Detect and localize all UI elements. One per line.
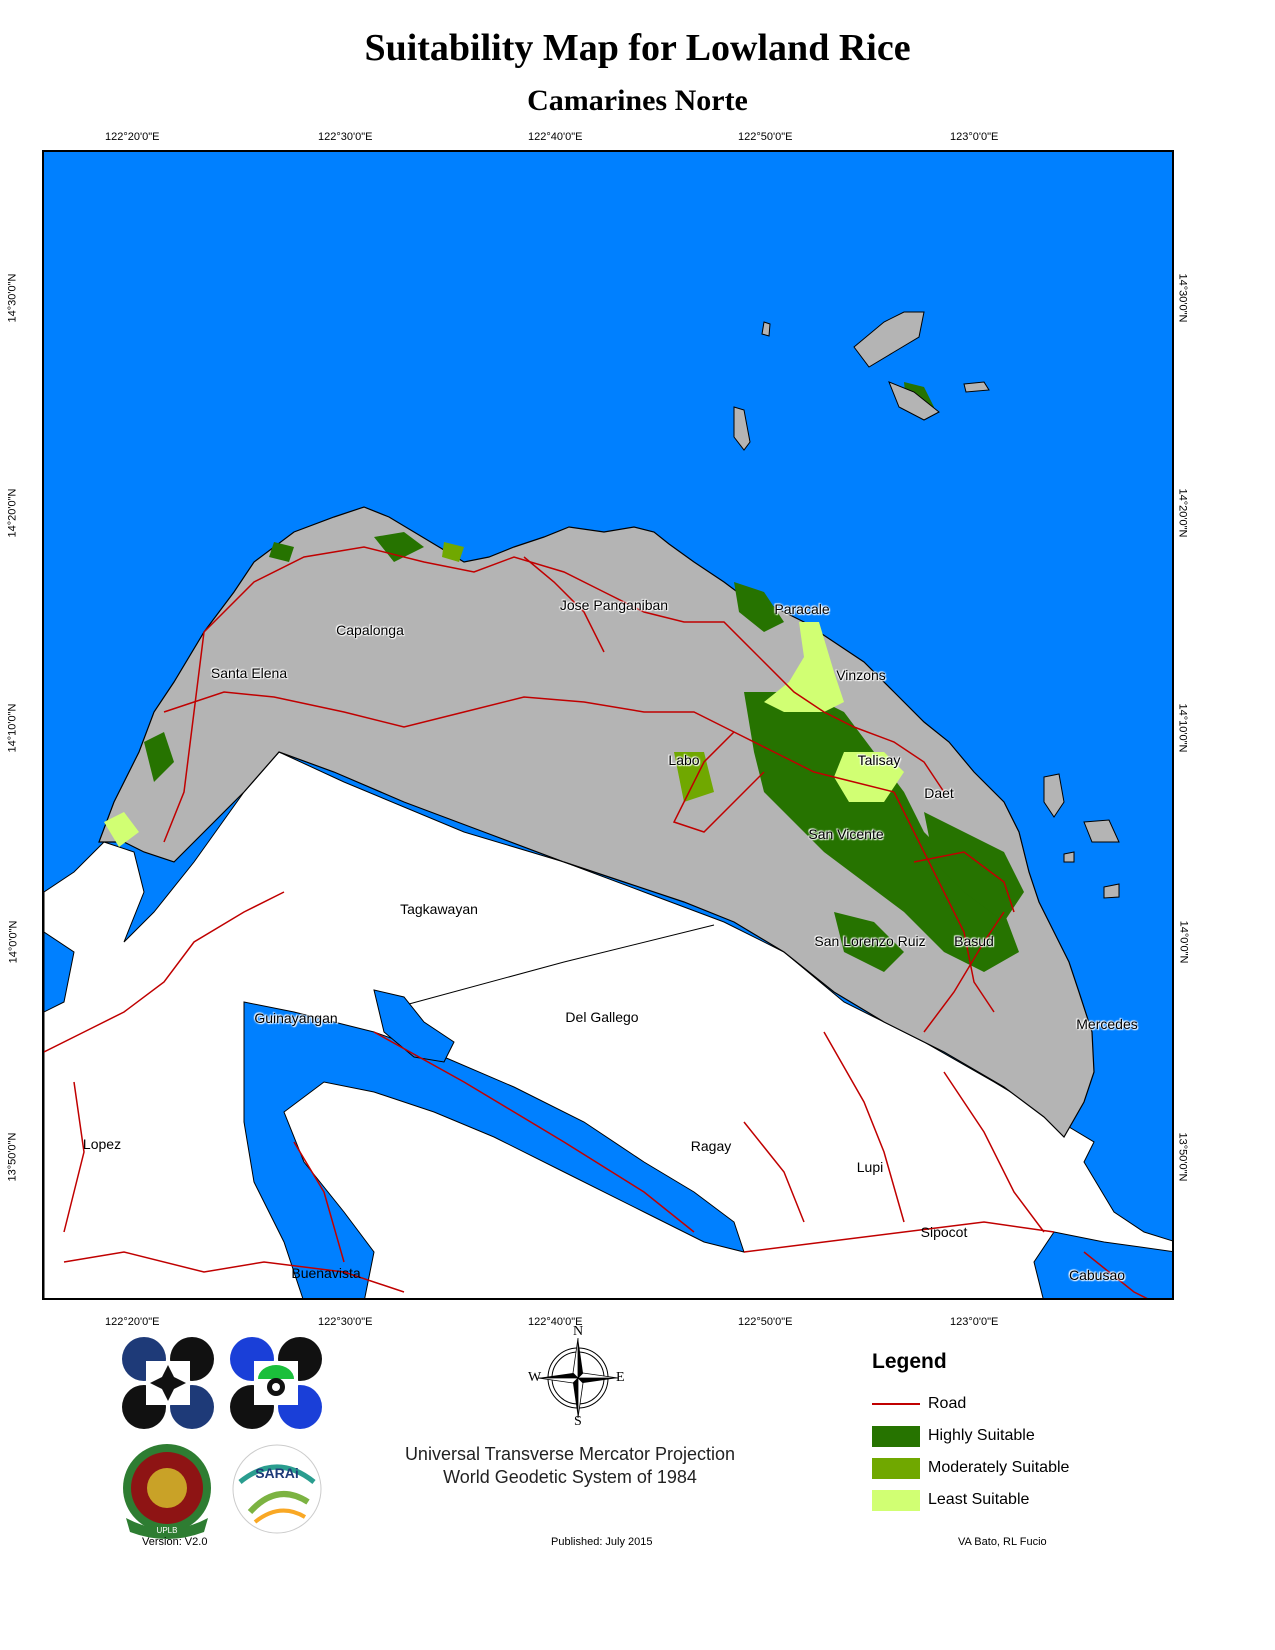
lat-label-left: 14°30'0"N [6, 273, 19, 323]
place-buenavista: Buenavista [291, 1265, 361, 1281]
lat-label-left: 14°0'0"N [7, 920, 20, 964]
sarai-logo: SARAi [232, 1444, 322, 1534]
lat-label-right: 14°10'0"N [1176, 703, 1189, 753]
compass-s: S [574, 1414, 582, 1429]
province-land [98, 506, 1095, 1138]
lon-label-bottom: 122°20'0"E [105, 1316, 160, 1328]
version-label: Version: V2.0 [142, 1536, 208, 1548]
neighbor-land [44, 751, 1172, 1298]
projection-line-2: World Geodetic System of 1984 [443, 1467, 697, 1487]
lon-label-top: 122°20'0"E [105, 131, 160, 143]
place-basud: Basud [954, 933, 994, 949]
legend-label: Least Suitable [928, 1491, 1030, 1508]
compass-n: N [573, 1324, 584, 1339]
bay [373, 989, 455, 1063]
projection-line-1: Universal Transverse Mercator Projection [404, 1444, 736, 1464]
place-jose-panganiban: Jose Panganiban [559, 597, 669, 613]
place-capalonga: Capalonga [336, 622, 404, 638]
place-lupi: Lupi [856, 1159, 884, 1175]
published-label: Published: July 2015 [551, 1536, 653, 1548]
place-san-lorenzo-ruiz: San Lorenzo Ruiz [814, 933, 926, 949]
legend-label: Moderately Suitable [928, 1459, 1070, 1476]
legend-item-moderately-suitable: Moderately Suitable [872, 1452, 1132, 1484]
legend-title: Legend [872, 1350, 947, 1373]
lon-label-top: 122°30'0"E [318, 131, 373, 143]
map-canvas [44, 311, 1172, 1298]
bay [1033, 1231, 1172, 1298]
place-vinzons: Vinzons [836, 667, 886, 683]
legend-label: Road [928, 1395, 967, 1412]
lon-label-bottom: 123°0'0"E [950, 1316, 999, 1328]
lat-label-right: 14°20'0"N [1176, 488, 1189, 538]
compass-e: E [616, 1370, 625, 1385]
authors-label: VA Bato, RL Fucio [958, 1536, 1047, 1548]
place-san-vicente: San Vicente [808, 826, 884, 842]
place-daet: Daet [924, 785, 954, 801]
lat-label-right: 13°50'0"N [1176, 1132, 1189, 1182]
highly-suitable-areas [144, 382, 1024, 972]
compass-icon [537, 1337, 619, 1419]
place-del-gallego: Del Gallego [565, 1009, 639, 1025]
lon-label-top: 123°0'0"E [950, 131, 999, 143]
place-guinayangan: Guinayangan [254, 1010, 338, 1026]
roads [44, 546, 1148, 1298]
lat-label-left: 13°50'0"N [6, 1132, 19, 1182]
place-santa-elena: Santa Elena [210, 665, 288, 681]
bay [243, 1001, 745, 1298]
map-subtitle: Camarines Norte [527, 84, 748, 117]
dost-logo [120, 1335, 216, 1431]
lat-label-left: 14°20'0"N [6, 488, 19, 538]
least-suitable-swatch [872, 1489, 920, 1511]
legend-item-highly-suitable: Highly Suitable [872, 1420, 1132, 1452]
legend: Legend Road Highly Suitable Moderately S… [872, 1350, 1132, 1516]
compass-w: W [528, 1370, 542, 1385]
pcaarrd-logo [228, 1335, 324, 1431]
moderately-suitable-areas [442, 542, 714, 802]
place-talisay: Talisay [857, 752, 901, 768]
map-frame[interactable]: Jose Panganiban Paracale Capalonga Santa… [42, 150, 1174, 1300]
road-line-icon [872, 1403, 920, 1405]
legend-item-road: Road [872, 1388, 1132, 1420]
lon-label-bottom: 122°40'0"E [528, 1316, 583, 1328]
bay [44, 931, 75, 1013]
legend-item-least-suitable: Least Suitable [872, 1484, 1132, 1516]
lon-label-bottom: 122°50'0"E [738, 1316, 793, 1328]
place-lopez: Lopez [82, 1136, 122, 1152]
place-cabusao: Cabusao [1068, 1267, 1126, 1283]
place-paracale: Paracale [774, 601, 830, 617]
lon-label-bottom: 122°30'0"E [318, 1316, 373, 1328]
highly-suitable-swatch [872, 1425, 920, 1447]
least-suitable-areas [104, 622, 904, 847]
place-mercedes: Mercedes [1076, 1016, 1138, 1032]
compass-rose: N S E W [528, 1324, 626, 1429]
islands [733, 311, 1120, 899]
uplb-seal-logo: UPLB [123, 1444, 211, 1539]
legend-label: Highly Suitable [928, 1427, 1035, 1444]
uplb-seal-text: UPLB [157, 1526, 178, 1535]
lat-label-left: 14°10'0"N [6, 703, 19, 753]
place-sipocot: Sipocot [920, 1224, 968, 1240]
moderately-suitable-swatch [872, 1457, 920, 1479]
place-ragay: Ragay [690, 1138, 732, 1154]
place-labo: Labo [668, 752, 700, 768]
sarai-text: SARAi [255, 1465, 299, 1481]
lat-label-right: 14°30'0"N [1176, 273, 1189, 323]
place-tagkawayan: Tagkawayan [400, 901, 478, 917]
lat-label-right: 14°0'0"N [1177, 920, 1190, 964]
lon-label-top: 122°40'0"E [528, 131, 583, 143]
lon-label-top: 122°50'0"E [738, 131, 793, 143]
province-boundary [408, 924, 715, 1005]
map-title: Suitability Map for Lowland Rice [364, 27, 911, 69]
